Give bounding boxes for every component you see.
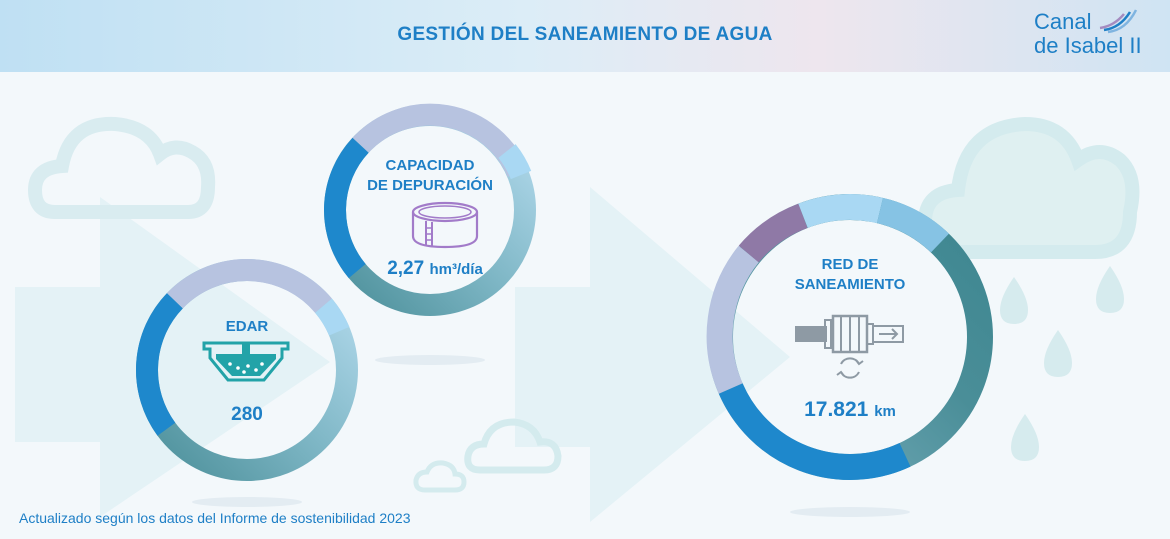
edar-label: EDAR [225, 318, 269, 335]
footer-note: Actualizado según los datos del Informe … [19, 510, 411, 526]
capacidad-value-unit: hm³/día [429, 261, 483, 278]
red-label-line2: SANEAMIENTO [794, 276, 906, 293]
cloud-icon [464, 418, 562, 474]
water-treatment-tank-icon [202, 341, 290, 382]
page-title: GESTIÓN DEL SANEAMIENTO DE AGUA [397, 24, 773, 45]
edar-value: 280 [231, 404, 263, 425]
raindrop-icon [1000, 277, 1028, 324]
logo-waves-icon [1099, 9, 1138, 34]
red-ring [706, 194, 993, 480]
background-decoration [15, 116, 1140, 522]
capacidad-label: CAPACIDAD DE DEPURACIÓN [367, 156, 493, 196]
edar-ring [136, 259, 358, 481]
capacidad-label-line1: CAPACIDAD [385, 157, 475, 174]
capacidad-value-number: 2,27 [387, 258, 425, 279]
logo-line-2: de Isabel II [1034, 33, 1142, 58]
arrow-shape [515, 187, 790, 522]
capacidad-label-line2: DE DEPURACIÓN [367, 177, 493, 194]
red-label-line1: RED DE [821, 256, 879, 273]
cloud-icon [27, 116, 216, 219]
capacidad-value: 2,27 hm³/día [365, 258, 505, 280]
red-label: RED DE SANEAMIENTO [775, 255, 925, 295]
cylinder-tank-icon [411, 201, 479, 249]
raindrop-icon [1044, 330, 1072, 377]
raindrop-icon [1011, 414, 1039, 461]
raindrop-icon [1096, 266, 1124, 313]
logo-line-1: Canal [1034, 9, 1092, 34]
cloud-icon [917, 116, 1140, 259]
red-value-number: 17.821 [804, 398, 869, 421]
cloud-icon [413, 460, 467, 493]
capacidad-ring [324, 103, 536, 316]
header-banner: GESTIÓN DEL SANEAMIENTO DE AGUA [0, 0, 1170, 72]
red-value-unit: km [874, 403, 896, 420]
arrow-shape [15, 197, 330, 517]
pipe-filter-icon [795, 314, 904, 379]
red-value: 17.821 km [770, 398, 930, 422]
brand-logo: Canal de Isabel II [1034, 10, 1142, 58]
